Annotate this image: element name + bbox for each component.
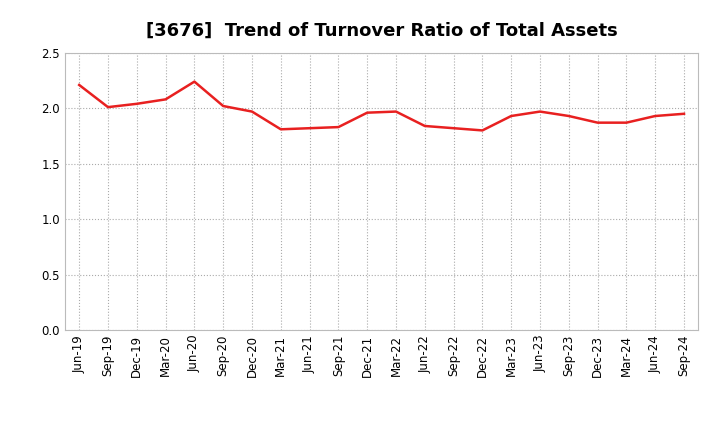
Text: [3676]  Trend of Turnover Ratio of Total Assets: [3676] Trend of Turnover Ratio of Total … [145,22,618,40]
